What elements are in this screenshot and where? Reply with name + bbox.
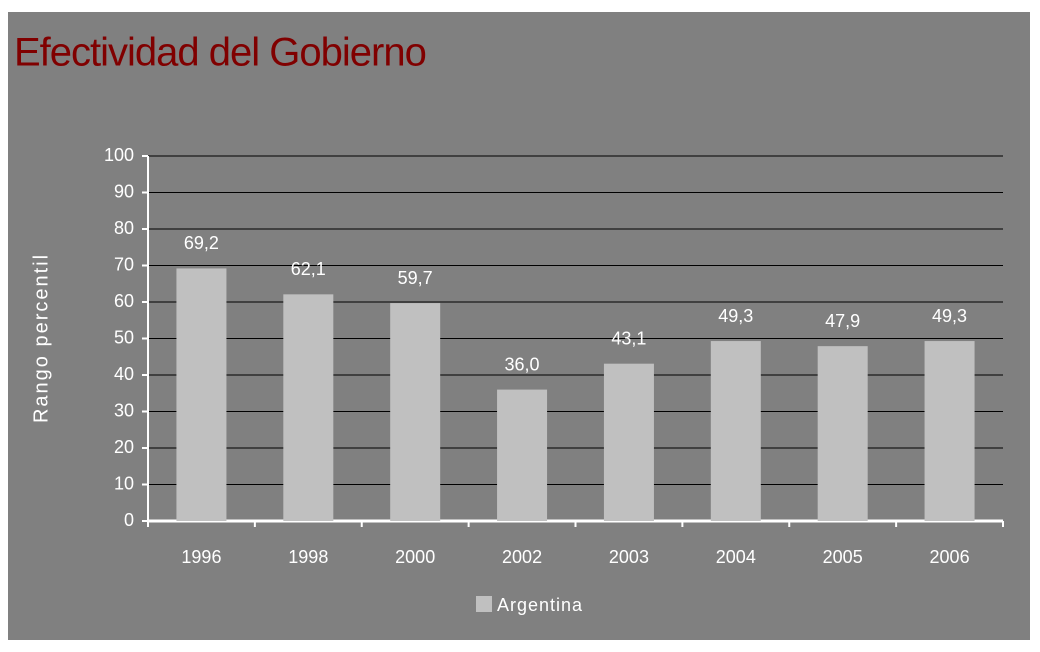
- x-tick-label: 1996: [181, 547, 221, 567]
- y-tick-label: 70: [114, 254, 134, 274]
- y-tick-label: 10: [114, 473, 134, 493]
- y-tick-label: 50: [114, 327, 134, 347]
- legend-label: Argentina: [497, 595, 583, 615]
- data-label: 69,2: [184, 233, 219, 253]
- x-tick-label: 2003: [609, 547, 649, 567]
- y-axis-label: Rango percentil: [30, 253, 52, 423]
- y-tick-label: 80: [114, 218, 134, 238]
- data-label: 59,7: [398, 268, 433, 288]
- bar: [603, 363, 654, 521]
- y-tick-label: 20: [114, 437, 134, 457]
- x-tick-label: 2002: [502, 547, 542, 567]
- x-tick-label: 2000: [395, 547, 435, 567]
- y-tick-label: 0: [124, 510, 134, 530]
- x-tick-label: 2006: [930, 547, 970, 567]
- legend-swatch: [476, 596, 492, 612]
- y-tick-label: 30: [114, 400, 134, 420]
- data-label: 49,3: [718, 306, 753, 326]
- bar: [390, 303, 441, 521]
- y-tick-label: 40: [114, 364, 134, 384]
- data-label: 47,9: [825, 311, 860, 331]
- bar: [924, 341, 975, 521]
- data-label: 62,1: [291, 259, 326, 279]
- bar: [283, 294, 334, 521]
- data-label: 36,0: [505, 354, 540, 374]
- y-tick-label: 100: [104, 145, 134, 165]
- x-tick-label: 2005: [823, 547, 863, 567]
- bar: [176, 268, 227, 521]
- chart-title: Efectividad del Gobierno: [14, 31, 426, 75]
- y-tick-label: 60: [114, 291, 134, 311]
- bar: [497, 389, 548, 521]
- data-label: 49,3: [932, 306, 967, 326]
- bar: [710, 341, 761, 521]
- x-tick-label: 1998: [288, 547, 328, 567]
- data-label: 43,1: [611, 328, 646, 348]
- x-tick-label: 2004: [716, 547, 756, 567]
- y-tick-label: 90: [114, 181, 134, 201]
- bar: [817, 346, 868, 521]
